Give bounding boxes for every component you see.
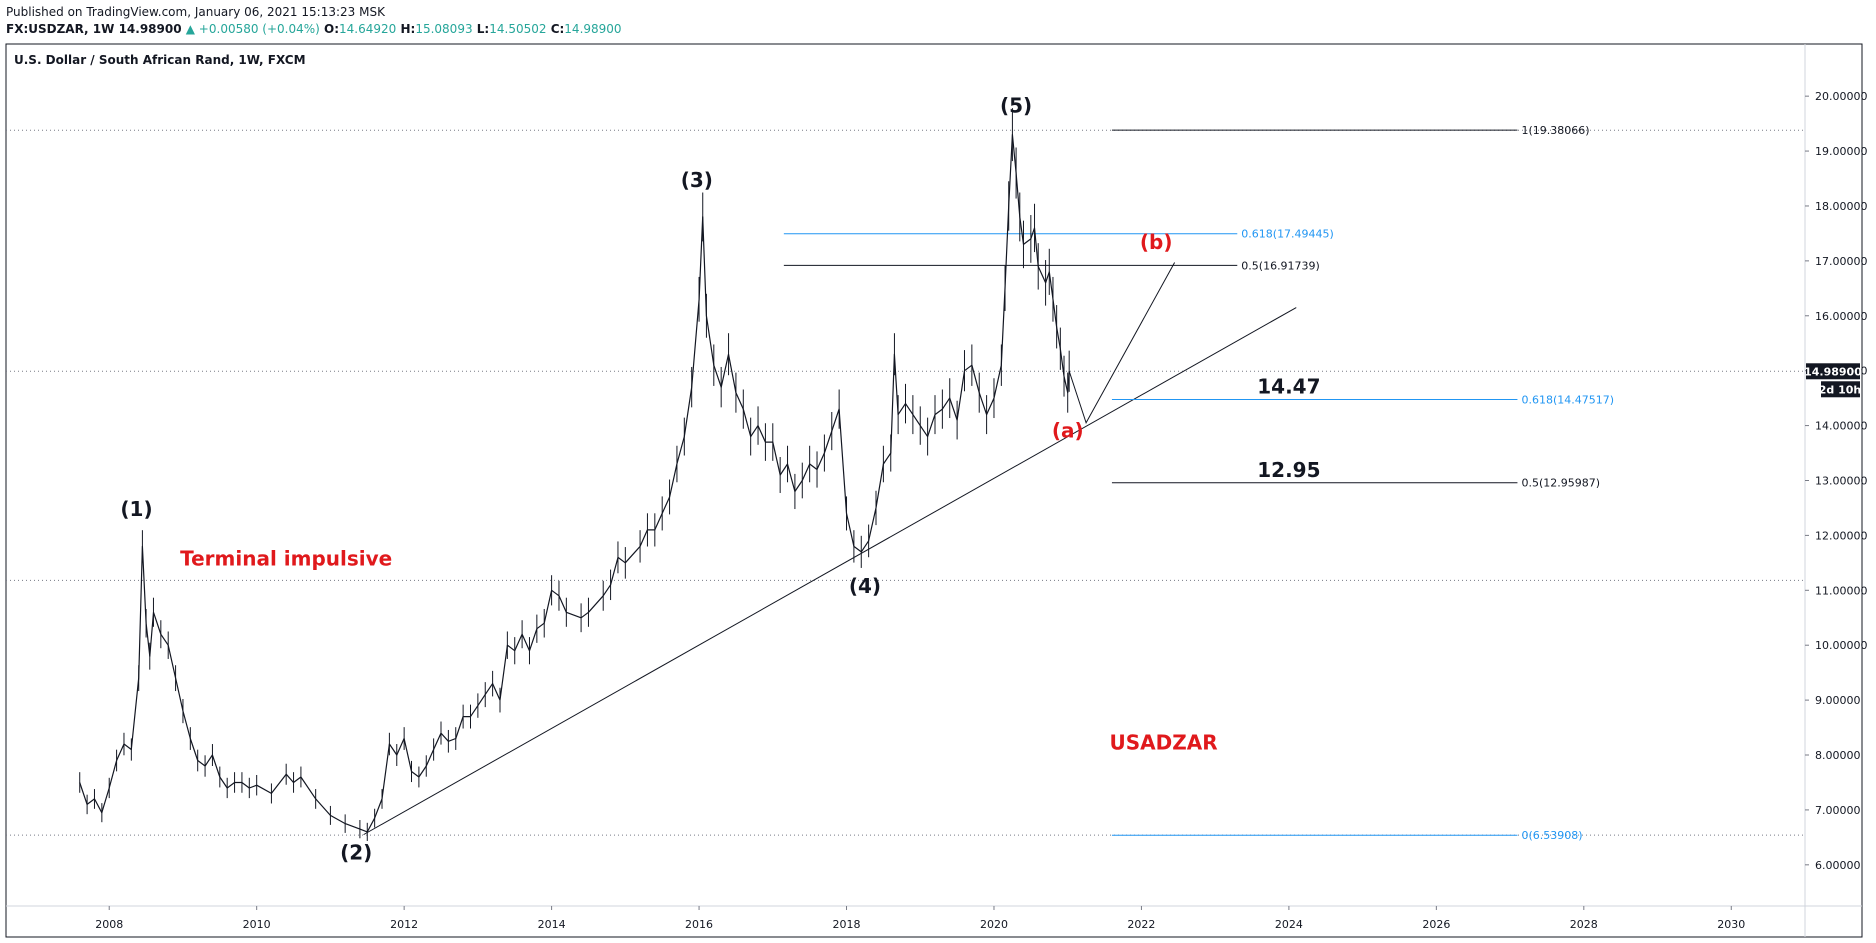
fib-level-label: 0.618(14.47517) (1521, 393, 1614, 406)
y-tick-label: 18.00000 (1815, 200, 1868, 213)
y-tick-label: 9.00000 (1815, 694, 1861, 707)
x-tick-label: 2010 (243, 918, 271, 931)
low-value: 14.50502 (489, 22, 547, 36)
x-tick-label: 2022 (1127, 918, 1155, 931)
high-value: 15.08093 (415, 22, 473, 36)
x-tick-label: 2030 (1717, 918, 1745, 931)
change-value: ▲ +0.00580 (+0.04%) (185, 22, 320, 36)
trend-line (363, 307, 1297, 836)
y-tick-label: 12.00000 (1815, 529, 1868, 542)
y-tick-label: 10.00000 (1815, 639, 1868, 652)
x-tick-label: 2018 (833, 918, 861, 931)
fib-level-label: 1(19.38066) (1521, 124, 1589, 137)
annotation-text: 14.47 (1257, 375, 1320, 399)
close-value: 14.98900 (564, 22, 622, 36)
y-tick-label: 11.00000 (1815, 584, 1868, 597)
y-tick-label: 16.00000 (1815, 310, 1868, 323)
x-tick-label: 2026 (1422, 918, 1450, 931)
price-series-line (79, 134, 1070, 833)
wave-label: (4) (849, 574, 881, 598)
fib-level-label: 0.618(17.49445) (1241, 228, 1334, 241)
wave-label: (1) (120, 497, 152, 521)
last-price: 14.98900 (118, 22, 182, 36)
wave-label: (3) (681, 168, 713, 192)
y-tick-label: 7.00000 (1815, 804, 1861, 817)
annotation-text: USADZAR (1109, 731, 1217, 755)
x-tick-label: 2028 (1570, 918, 1598, 931)
countdown-badge (1821, 381, 1860, 398)
published-caption: Published on TradingView.com, January 06… (6, 5, 385, 19)
open-label: O: (324, 22, 340, 36)
open-value: 14.64920 (339, 22, 397, 36)
x-tick-label: 2016 (685, 918, 713, 931)
annotation-text: Terminal impulsive (180, 547, 392, 571)
close-label: C: (550, 22, 565, 36)
x-tick-label: 2008 (95, 918, 123, 931)
x-tick-label: 2020 (980, 918, 1008, 931)
fib-level-label: 0.5(16.91739) (1241, 259, 1320, 272)
y-tick-label: 14.00000 (1815, 420, 1868, 433)
wave-label: (a) (1052, 419, 1084, 443)
annotation-text: 12.95 (1257, 458, 1320, 482)
chart-title: U.S. Dollar / South African Rand, 1W, FX… (14, 53, 306, 67)
y-tick-label: 13.00000 (1815, 474, 1868, 487)
x-tick-label: 2012 (390, 918, 418, 931)
y-tick-label: 17.00000 (1815, 255, 1868, 268)
y-tick-label: 20.00000 (1815, 90, 1868, 103)
ticker-summary: FX:USDZAR, 1W 14.98900 ▲ +0.00580 (+0.04… (6, 22, 622, 36)
symbol-label: FX:USDZAR, 1W (6, 22, 115, 36)
countdown-text: 2d 10h (1819, 383, 1862, 396)
fib-level-label: 0(6.53908) (1521, 829, 1582, 842)
wave-label: (b) (1140, 230, 1173, 254)
chart-frame (5, 43, 1863, 938)
y-tick-label: 6.00000 (1815, 859, 1861, 872)
x-tick-label: 2014 (538, 918, 566, 931)
wave-label: (5) (1000, 94, 1032, 118)
last-price-text: 14.98900 (1804, 365, 1862, 378)
fib-level-label: 0.5(12.95987) (1521, 477, 1600, 490)
low-label: L: (476, 22, 490, 36)
projection-path (1068, 262, 1176, 425)
y-tick-label: 19.00000 (1815, 145, 1868, 158)
last-price-badge (1806, 363, 1860, 380)
high-label: H: (400, 22, 416, 36)
x-tick-label: 2024 (1275, 918, 1303, 931)
wave-label: (2) (340, 840, 372, 864)
y-tick-label: 8.00000 (1815, 749, 1861, 762)
